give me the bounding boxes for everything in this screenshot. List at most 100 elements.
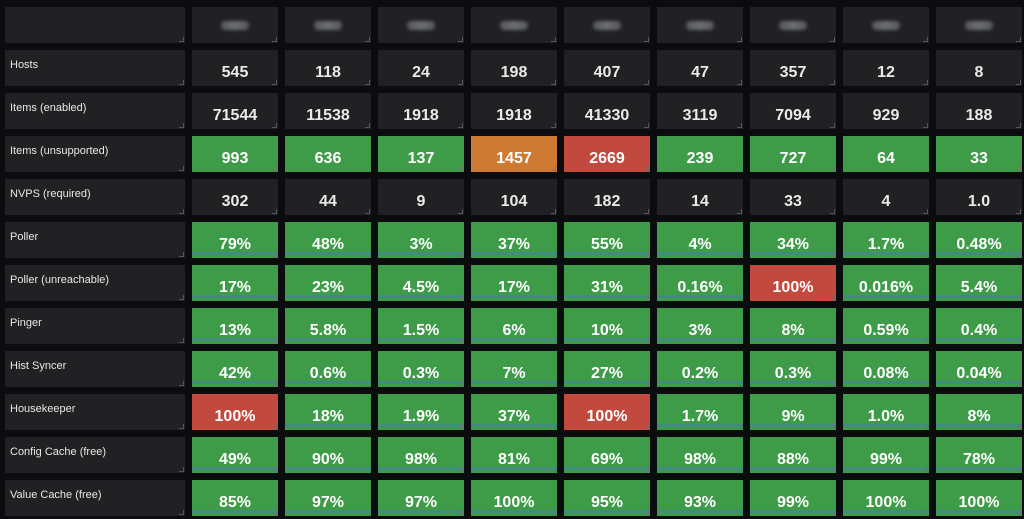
stat-panel[interactable]: 929 <box>843 93 929 129</box>
column-header-panel[interactable] <box>471 7 557 43</box>
row-label-panel[interactable]: Hist Syncer <box>5 351 185 387</box>
stat-panel[interactable]: 71544 <box>192 93 278 129</box>
stat-panel[interactable]: 0.48% <box>936 222 1022 258</box>
column-header-panel[interactable] <box>936 7 1022 43</box>
stat-panel[interactable]: 0.08% <box>843 351 929 387</box>
stat-panel[interactable]: 0.3% <box>378 351 464 387</box>
stat-panel[interactable]: 1457 <box>471 136 557 172</box>
stat-panel[interactable]: 1.0% <box>843 394 929 430</box>
row-label-panel[interactable]: Poller (unreachable) <box>5 265 185 301</box>
stat-panel[interactable]: 3% <box>657 308 743 344</box>
stat-panel[interactable]: 13% <box>192 308 278 344</box>
stat-panel[interactable]: 49% <box>192 437 278 473</box>
stat-panel[interactable]: 98% <box>657 437 743 473</box>
row-label-panel[interactable]: Value Cache (free) <box>5 480 185 516</box>
stat-panel[interactable]: 0.16% <box>657 265 743 301</box>
stat-panel[interactable]: 1918 <box>378 93 464 129</box>
stat-panel[interactable]: 79% <box>192 222 278 258</box>
stat-panel[interactable]: 31% <box>564 265 650 301</box>
stat-panel[interactable]: 1.7% <box>657 394 743 430</box>
stat-panel[interactable]: 48% <box>285 222 371 258</box>
stat-panel[interactable]: 8% <box>750 308 836 344</box>
row-label-panel[interactable]: Housekeeper <box>5 394 185 430</box>
stat-panel[interactable]: 2669 <box>564 136 650 172</box>
stat-panel[interactable]: 12 <box>843 50 929 86</box>
stat-panel[interactable]: 17% <box>192 265 278 301</box>
column-header-panel[interactable] <box>843 7 929 43</box>
stat-panel[interactable]: 7% <box>471 351 557 387</box>
stat-panel[interactable]: 100% <box>936 480 1022 516</box>
column-header-panel[interactable] <box>378 7 464 43</box>
stat-panel[interactable]: 1.0 <box>936 179 1022 215</box>
stat-panel[interactable]: 34% <box>750 222 836 258</box>
stat-panel[interactable]: 7094 <box>750 93 836 129</box>
stat-panel[interactable]: 8 <box>936 50 1022 86</box>
stat-panel[interactable]: 4.5% <box>378 265 464 301</box>
stat-panel[interactable]: 6% <box>471 308 557 344</box>
stat-panel[interactable]: 23% <box>285 265 371 301</box>
column-header-panel[interactable] <box>285 7 371 43</box>
stat-panel[interactable]: 10% <box>564 308 650 344</box>
stat-panel[interactable]: 1.7% <box>843 222 929 258</box>
stat-panel[interactable]: 93% <box>657 480 743 516</box>
stat-panel[interactable]: 14 <box>657 179 743 215</box>
stat-panel[interactable]: 42% <box>192 351 278 387</box>
stat-panel[interactable]: 302 <box>192 179 278 215</box>
stat-panel[interactable]: 33 <box>936 136 1022 172</box>
stat-panel[interactable]: 100% <box>471 480 557 516</box>
stat-panel[interactable]: 33 <box>750 179 836 215</box>
stat-panel[interactable]: 5.8% <box>285 308 371 344</box>
stat-panel[interactable]: 100% <box>564 394 650 430</box>
row-label-panel[interactable]: Poller <box>5 222 185 258</box>
stat-panel[interactable]: 4 <box>843 179 929 215</box>
stat-panel[interactable]: 78% <box>936 437 1022 473</box>
stat-panel[interactable]: 545 <box>192 50 278 86</box>
stat-panel[interactable]: 1.5% <box>378 308 464 344</box>
stat-panel[interactable]: 9 <box>378 179 464 215</box>
stat-panel[interactable]: 18% <box>285 394 371 430</box>
stat-panel[interactable]: 0.2% <box>657 351 743 387</box>
stat-panel[interactable]: 100% <box>192 394 278 430</box>
stat-panel[interactable]: 0.59% <box>843 308 929 344</box>
stat-panel[interactable]: 81% <box>471 437 557 473</box>
stat-panel[interactable]: 1.9% <box>378 394 464 430</box>
stat-panel[interactable]: 24 <box>378 50 464 86</box>
stat-panel[interactable]: 88% <box>750 437 836 473</box>
stat-panel[interactable]: 636 <box>285 136 371 172</box>
stat-panel[interactable]: 11538 <box>285 93 371 129</box>
column-header-panel[interactable] <box>657 7 743 43</box>
stat-panel[interactable]: 5.4% <box>936 265 1022 301</box>
stat-panel[interactable]: 182 <box>564 179 650 215</box>
stat-panel[interactable]: 95% <box>564 480 650 516</box>
stat-panel[interactable]: 407 <box>564 50 650 86</box>
row-label-panel[interactable]: NVPS (required) <box>5 179 185 215</box>
stat-panel[interactable]: 0.4% <box>936 308 1022 344</box>
stat-panel[interactable]: 17% <box>471 265 557 301</box>
stat-panel[interactable]: 90% <box>285 437 371 473</box>
stat-panel[interactable]: 41330 <box>564 93 650 129</box>
stat-panel[interactable]: 100% <box>843 480 929 516</box>
stat-panel[interactable]: 118 <box>285 50 371 86</box>
stat-panel[interactable]: 69% <box>564 437 650 473</box>
stat-panel[interactable]: 357 <box>750 50 836 86</box>
stat-panel[interactable]: 239 <box>657 136 743 172</box>
stat-panel[interactable]: 104 <box>471 179 557 215</box>
row-label-panel[interactable]: Config Cache (free) <box>5 437 185 473</box>
row-label-panel[interactable]: Pinger <box>5 308 185 344</box>
stat-panel[interactable]: 97% <box>378 480 464 516</box>
stat-panel[interactable]: 993 <box>192 136 278 172</box>
stat-panel[interactable]: 44 <box>285 179 371 215</box>
stat-panel[interactable]: 4% <box>657 222 743 258</box>
column-header-panel[interactable] <box>564 7 650 43</box>
stat-panel[interactable]: 0.6% <box>285 351 371 387</box>
stat-panel[interactable]: 3% <box>378 222 464 258</box>
stat-panel[interactable]: 100% <box>750 265 836 301</box>
stat-panel[interactable]: 0.016% <box>843 265 929 301</box>
stat-panel[interactable]: 47 <box>657 50 743 86</box>
stat-panel[interactable]: 27% <box>564 351 650 387</box>
stat-panel[interactable]: 1918 <box>471 93 557 129</box>
stat-panel[interactable]: 9% <box>750 394 836 430</box>
stat-panel[interactable]: 97% <box>285 480 371 516</box>
stat-panel[interactable]: 99% <box>843 437 929 473</box>
column-header-panel[interactable] <box>750 7 836 43</box>
